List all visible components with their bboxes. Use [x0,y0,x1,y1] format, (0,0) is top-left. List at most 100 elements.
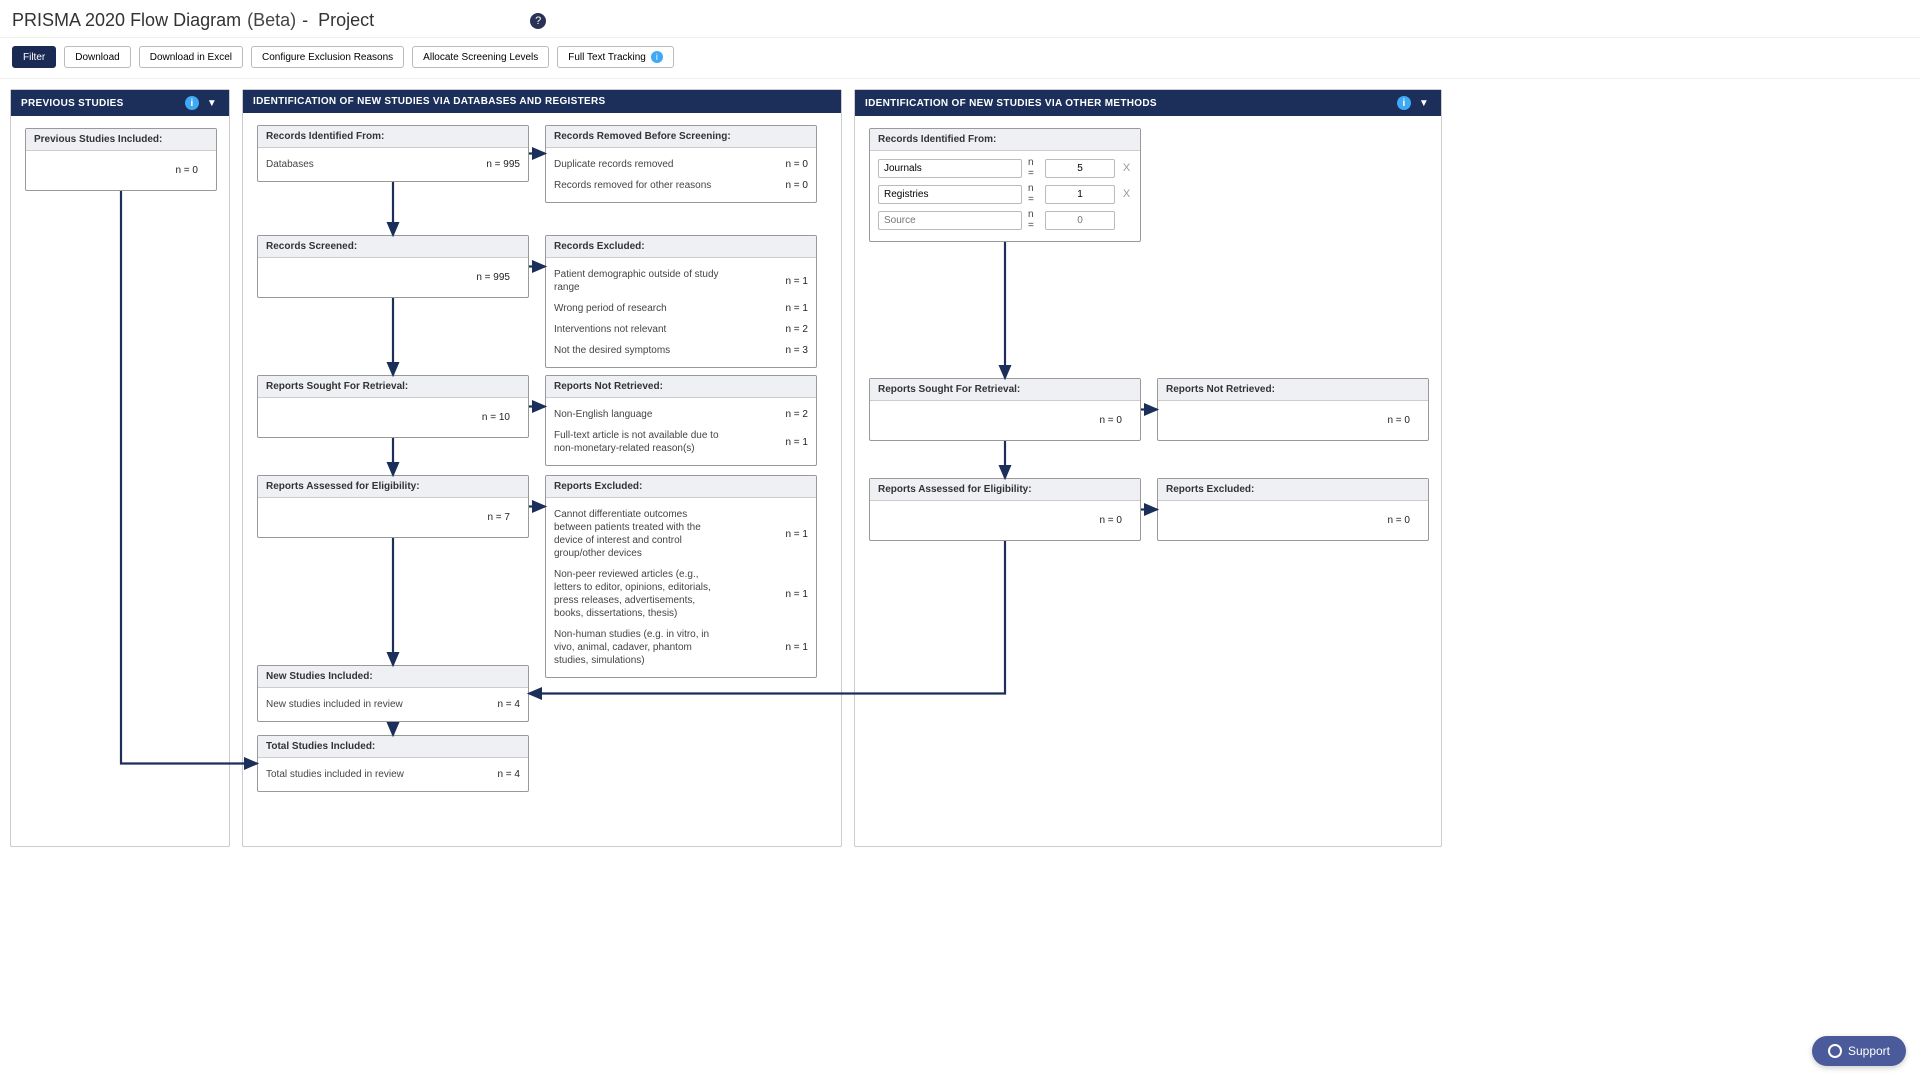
box-prev_included: Previous Studies Included:n = 0 [25,128,217,191]
row-label: Interventions not relevant [554,323,666,336]
page-header: PRISMA 2020 Flow Diagram (Beta) - Projec… [0,0,1920,38]
row-value: n = 2 [785,324,808,335]
source-value-input[interactable] [1045,211,1115,230]
box-other_sought: Reports Sought For Retrieval:n = 0 [869,378,1141,441]
box-body: n = 0 [1158,401,1428,440]
exclusion-row: Interventions not relevant n = 2 [554,319,808,340]
panel-other-methods: IDENTIFICATION OF NEW STUDIES VIA OTHER … [854,89,1442,847]
box-value: n = 0 [34,157,208,184]
box-other_notret: Reports Not Retrieved: n = 0 [1157,378,1429,441]
row-label: Records removed for other reasons [554,179,711,192]
filter-icon[interactable]: ▼ [205,96,219,110]
row-label: Duplicate records removed [554,158,674,171]
row-label: Full-text article is not available due t… [554,429,727,455]
box-body: n = 995 [258,258,528,297]
box-new_included: New Studies Included:New studies include… [257,665,529,722]
exclusion-row: Non-human studies (e.g. in vitro, in viv… [554,624,808,671]
row-value: n = 0 [785,180,808,191]
exclusion-row: Duplicate records removed n = 0 [554,154,808,175]
page-title: PRISMA 2020 Flow Diagram (Beta) - Projec… [12,10,1908,31]
remove-source-icon[interactable]: X [1121,188,1132,200]
box-other_assessed: Reports Assessed for Eligibility:n = 0 [869,478,1141,541]
box-value: n = 7 [266,504,520,531]
row-label: Non-English language [554,408,652,421]
n-equals-label: n = [1028,209,1039,231]
fulltext-tracking-button[interactable]: Full Text Tracking i [557,46,674,68]
source-name-input[interactable] [878,211,1022,230]
row-value: n = 1 [785,589,808,600]
title-dash: - [302,10,308,31]
box-value: n = 0 [1166,507,1420,534]
box-rep_assessed: Reports Assessed for Eligibility:n = 7 [257,475,529,538]
box-body: n =Xn =Xn =X [870,151,1140,241]
box-body: Non-English languagen = 2Full-text artic… [546,398,816,465]
box-body: Patient demographic outside of study ran… [546,258,816,367]
box-header: Reports Excluded: [546,476,816,498]
box-other_identified: Records Identified From:n =Xn =Xn =X [869,128,1141,242]
exclusion-row: Records removed for other reasons n = 0 [554,175,808,196]
download-excel-button[interactable]: Download in Excel [139,46,243,68]
download-button[interactable]: Download [64,46,130,68]
box-header: Reports Excluded: [1158,479,1428,501]
box-body: Databases n = 995 [258,148,528,181]
row-label: Total studies included in review [266,768,404,781]
panel-title: IDENTIFICATION OF NEW STUDIES VIA OTHER … [865,98,1157,109]
row-value: n = 0 [785,159,808,170]
info-icon: i [651,51,663,63]
filter-button[interactable]: Filter [12,46,56,68]
row-label: Databases [266,158,314,171]
configure-exclusion-button[interactable]: Configure Exclusion Reasons [251,46,404,68]
source-value-input[interactable] [1045,159,1115,178]
box-rec_screened: Records Screened:n = 995 [257,235,529,298]
box-header: Reports Sought For Retrieval: [870,379,1140,401]
box-rep_excluded: Reports Excluded:Cannot differentiate ou… [545,475,817,678]
exclusion-row: Not the desired symptomsn = 3 [554,340,808,361]
help-icon[interactable]: ? [530,13,546,29]
box-header: Records Identified From: [258,126,528,148]
box-total_included: Total Studies Included: Total studies inc… [257,735,529,792]
support-button[interactable]: Support [1812,1036,1906,1066]
title-beta: (Beta) [247,10,296,31]
box-header: Records Removed Before Screening: [546,126,816,148]
diagram-canvas: PREVIOUS STUDIES i ▼ Previous Studies In… [0,79,1920,887]
box-header: Records Excluded: [546,236,816,258]
box-header: Records Identified From: [870,129,1140,151]
row-label: Wrong period of research [554,302,667,315]
row-value: n = 1 [785,642,808,653]
box-rep_sought: Reports Sought For Retrieval:n = 10 [257,375,529,438]
project-name: Project [318,10,374,31]
box-body: Cannot differentiate outcomes between pa… [546,498,816,677]
row-value: n = 1 [785,437,808,448]
source-name-input[interactable] [878,159,1022,178]
allocate-levels-button[interactable]: Allocate Screening Levels [412,46,549,68]
row-label: Non-human studies (e.g. in vitro, in viv… [554,628,727,667]
source-value-input[interactable] [1045,185,1115,204]
fulltext-label: Full Text Tracking [568,52,646,63]
box-header: Total Studies Included: [258,736,528,758]
info-icon[interactable]: i [185,96,199,110]
box-value: n = 0 [1166,407,1420,434]
row-value: n = 1 [785,303,808,314]
box-header: Reports Not Retrieved: [546,376,816,398]
source-row: n =X [878,209,1132,231]
exclusion-row: Full-text article is not available due t… [554,425,808,459]
box-body: n = 10 [258,398,528,437]
filter-icon[interactable]: ▼ [1417,96,1431,110]
panel-title: IDENTIFICATION OF NEW STUDIES VIA DATABA… [253,96,605,107]
box-header: Reports Not Retrieved: [1158,379,1428,401]
box-body: n = 0 [870,501,1140,540]
row-label: Non-peer reviewed articles (e.g., letter… [554,568,727,620]
toolbar: Filter Download Download in Excel Config… [0,38,1920,79]
title-pre: PRISMA 2020 Flow Diagram [12,10,241,31]
row-value: n = 4 [497,769,520,780]
box-header: Records Screened: [258,236,528,258]
exclusion-row: Non-peer reviewed articles (e.g., letter… [554,564,808,624]
n-equals-label: n = [1028,157,1039,179]
source-name-input[interactable] [878,185,1022,204]
box-value: n = 10 [266,404,520,431]
row-value: n = 995 [486,159,520,170]
exclusion-row: Patient demographic outside of study ran… [554,264,808,298]
row-label: Not the desired symptoms [554,344,670,357]
remove-source-icon[interactable]: X [1121,162,1132,174]
info-icon[interactable]: i [1397,96,1411,110]
